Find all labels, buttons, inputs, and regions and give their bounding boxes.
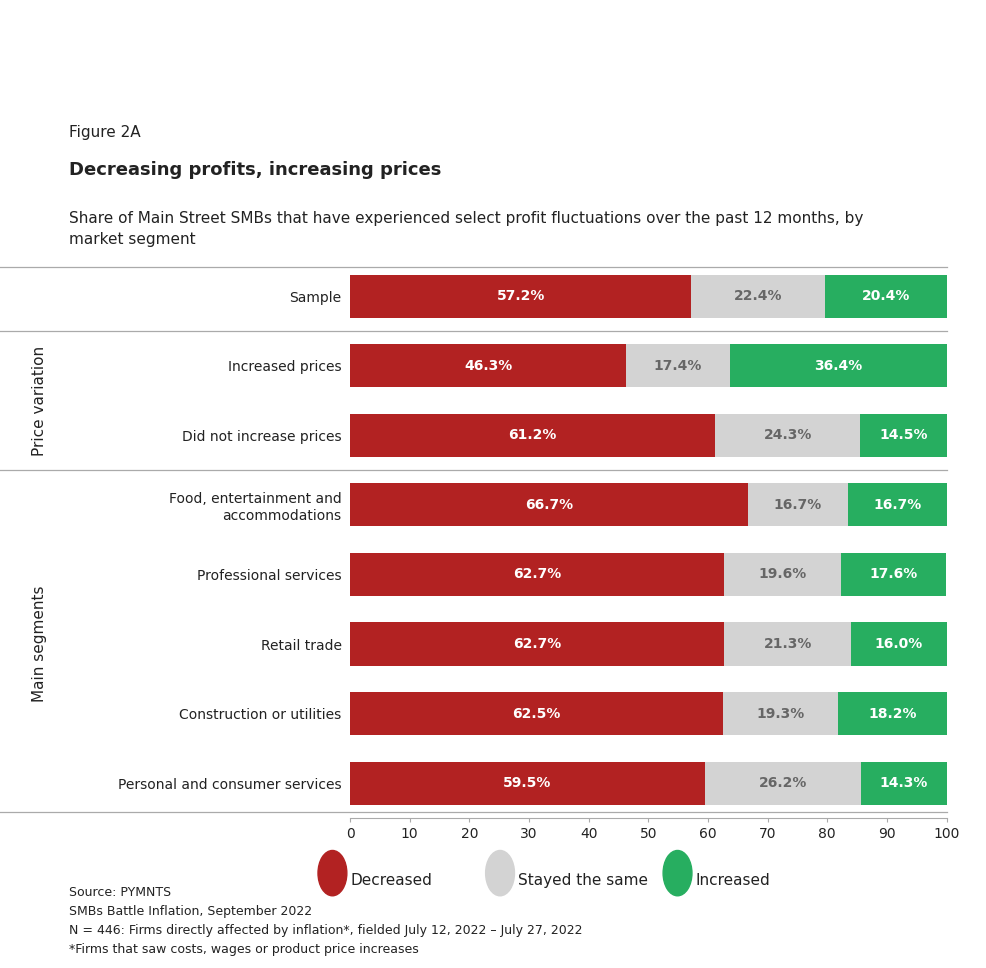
Text: 14.3%: 14.3% [880,776,928,790]
Text: 19.6%: 19.6% [758,567,807,582]
Text: Price variation: Price variation [32,346,47,456]
Bar [723,692,838,735]
Bar [748,483,848,527]
Text: 59.5%: 59.5% [503,776,552,790]
Circle shape [318,851,347,895]
Bar [841,553,946,596]
Text: 16.7%: 16.7% [874,498,922,512]
Bar [724,553,841,596]
Text: 16.0%: 16.0% [875,637,923,651]
Text: 17.6%: 17.6% [870,567,918,582]
Text: 21.3%: 21.3% [763,637,811,651]
Text: 46.3%: 46.3% [464,359,513,373]
Bar [350,622,724,666]
Bar [861,762,947,804]
Bar [350,345,626,387]
Bar [350,483,748,527]
Text: Main segments: Main segments [32,586,47,702]
Text: 17.4%: 17.4% [654,359,702,373]
Text: Figure 2A: Figure 2A [69,126,141,140]
Text: 24.3%: 24.3% [763,428,811,442]
Text: Stayed the same: Stayed the same [518,873,648,889]
Bar [851,622,947,666]
Text: 26.2%: 26.2% [759,776,808,790]
Bar [350,275,691,318]
Bar [860,413,947,457]
Text: Increased: Increased [695,873,770,889]
Bar [705,762,861,804]
Bar [691,275,825,318]
Text: 36.4%: 36.4% [814,359,863,373]
Bar [838,692,947,735]
Bar [350,762,705,804]
Text: 22.4%: 22.4% [734,289,782,303]
Bar [730,345,948,387]
Bar [350,692,723,735]
Text: 57.2%: 57.2% [496,289,545,303]
Bar [715,413,860,457]
Text: 16.7%: 16.7% [774,498,822,512]
Text: Decreased: Decreased [350,873,432,889]
Bar [350,413,715,457]
Text: 66.7%: 66.7% [525,498,573,512]
Bar [825,275,947,318]
Text: Source: PYMNTS
SMBs Battle Inflation, September 2022
N = 446: Firms directly aff: Source: PYMNTS SMBs Battle Inflation, Se… [69,886,583,955]
Text: 19.3%: 19.3% [756,707,805,720]
Text: 62.7%: 62.7% [513,637,561,651]
Circle shape [664,851,692,895]
Bar [350,553,724,596]
Text: 20.4%: 20.4% [862,289,910,303]
Text: Share of Main Street SMBs that have experienced select profit fluctuations over : Share of Main Street SMBs that have expe… [69,211,864,247]
Text: 14.5%: 14.5% [880,428,928,442]
Text: Decreasing profits, increasing prices: Decreasing profits, increasing prices [69,161,442,179]
Bar [724,622,851,666]
Bar [848,483,948,527]
Text: 61.2%: 61.2% [509,428,557,442]
Text: 18.2%: 18.2% [868,707,917,720]
Circle shape [486,851,515,895]
Text: 62.5%: 62.5% [513,707,561,720]
Text: 62.7%: 62.7% [513,567,561,582]
Bar [626,345,730,387]
